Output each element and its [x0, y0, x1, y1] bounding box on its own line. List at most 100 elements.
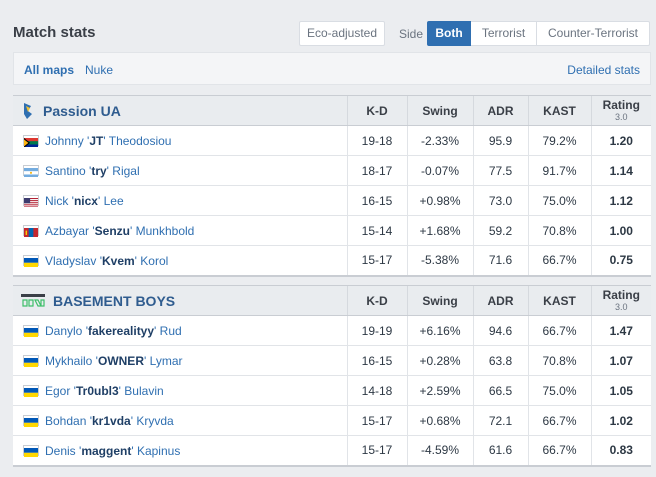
- player-row: Mykhailo 'OWNER' Lymar 16-15 +0.28% 63.8 70.…: [13, 345, 651, 376]
- kast-cell: 91.7%: [527, 155, 591, 186]
- player-name-link[interactable]: Nick 'nicx' Lee: [45, 193, 124, 208]
- kd-cell: 16-15: [346, 345, 407, 376]
- kast-cell: 70.8%: [527, 345, 591, 376]
- ua-flag-icon: [23, 445, 39, 458]
- column-header-adr: ADR: [472, 95, 528, 126]
- rating-cell: 1.14: [590, 155, 651, 186]
- rating-cell: 0.83: [590, 435, 651, 467]
- column-header-adr: ADR: [472, 285, 528, 316]
- kast-cell: 70.8%: [527, 215, 591, 246]
- rating-cell: 1.07: [590, 345, 651, 376]
- ua-flag-icon: [23, 325, 39, 338]
- all-maps-tab[interactable]: All maps: [24, 63, 75, 77]
- kd-cell: 18-17: [346, 155, 407, 186]
- swing-cell: -5.38%: [406, 245, 473, 277]
- player-cell: Azbayar 'Senzu' Munkhbold: [13, 215, 347, 246]
- ar-flag-icon: [23, 165, 39, 178]
- player-name-link[interactable]: Johnny 'JT' Theodosiou: [45, 133, 172, 148]
- swing-cell: +0.68%: [406, 405, 473, 436]
- side-label: Side: [399, 27, 424, 41]
- column-header-kd: K-D: [346, 95, 407, 126]
- rating-cell: 1.05: [590, 375, 651, 406]
- ua-flag-icon: [23, 415, 39, 428]
- player-name-link[interactable]: Bohdan 'kr1vda' Kryvda: [45, 413, 174, 428]
- swing-cell: +6.16%: [406, 315, 473, 346]
- rating-cell: 1.47: [590, 315, 651, 346]
- adr-cell: 61.6: [472, 435, 528, 467]
- detailed-stats-link[interactable]: Detailed stats: [567, 63, 640, 77]
- player-row: Azbayar 'Senzu' Munkhbold 15-14 +1.68% 59.2…: [13, 215, 651, 246]
- player-cell: Bohdan 'kr1vda' Kryvda: [13, 405, 347, 436]
- swing-cell: -4.59%: [406, 435, 473, 467]
- swing-cell: -2.33%: [406, 125, 473, 156]
- player-name-link[interactable]: Denis 'maggent' Kapinus: [45, 443, 181, 458]
- side-counter-terrorist-button[interactable]: Counter-Terrorist: [537, 21, 650, 46]
- player-row: Danylo 'fakerealityy' Rud 19-19 +6.16% 94.6…: [13, 315, 651, 346]
- column-header-rating: Rating 3.0: [590, 285, 651, 316]
- side-terrorist-button[interactable]: Terrorist: [471, 21, 537, 46]
- kd-cell: 19-19: [346, 315, 407, 346]
- column-header-kast: KAST: [527, 95, 591, 126]
- player-name-link[interactable]: Santino 'try' Rigal: [45, 163, 140, 178]
- ua-flag-icon: [23, 255, 39, 268]
- adr-cell: 94.6: [472, 315, 528, 346]
- player-row: Johnny 'JT' Theodosiou 19-18 -2.33% 95.9 79.…: [13, 125, 651, 156]
- eco-adjusted-toggle[interactable]: Eco-adjusted: [299, 21, 385, 46]
- player-name-link[interactable]: Danylo 'fakerealityy' Rud: [45, 323, 182, 338]
- za-flag-icon: [23, 135, 39, 148]
- player-name-link[interactable]: Azbayar 'Senzu' Munkhbold: [45, 223, 195, 238]
- kd-cell: 15-17: [346, 405, 407, 436]
- basement-boys-logo-icon: [21, 293, 45, 307]
- kd-cell: 16-15: [346, 185, 407, 216]
- player-cell: Vladyslav 'Kvem' Korol: [13, 245, 347, 277]
- side-both-button[interactable]: Both: [427, 21, 471, 46]
- mn-flag-icon: [23, 225, 39, 238]
- rating-cell: 1.00: [590, 215, 651, 246]
- column-header-kast: KAST: [527, 285, 591, 316]
- column-header-swing: Swing: [406, 95, 473, 126]
- adr-cell: 71.6: [472, 245, 528, 277]
- team-stats-table: BASEMENT BOYS K-D Swing ADR KAST Rating 3…: [13, 285, 651, 467]
- kast-cell: 66.7%: [527, 245, 591, 277]
- team-name[interactable]: Passion UA: [43, 102, 121, 119]
- player-cell: Santino 'try' Rigal: [13, 155, 347, 186]
- team-stats-table: Passion UA K-D Swing ADR KAST Rating 3.0 …: [13, 95, 651, 277]
- swing-cell: +0.28%: [406, 345, 473, 376]
- player-cell: Danylo 'fakerealityy' Rud: [13, 315, 347, 346]
- adr-cell: 72.1: [472, 405, 528, 436]
- team-name[interactable]: BASEMENT BOYS: [53, 292, 176, 309]
- kd-cell: 14-18: [346, 375, 407, 406]
- kast-cell: 75.0%: [527, 185, 591, 216]
- kast-cell: 66.7%: [527, 405, 591, 436]
- player-cell: Nick 'nicx' Lee: [13, 185, 347, 216]
- passion-ua-logo-icon: [24, 102, 32, 119]
- player-name-link[interactable]: Mykhailo 'OWNER' Lymar: [45, 353, 183, 368]
- kd-cell: 19-18: [346, 125, 407, 156]
- rating-cell: 1.12: [590, 185, 651, 216]
- column-header-swing: Swing: [406, 285, 473, 316]
- ua-flag-icon: [23, 355, 39, 368]
- player-row: Egor 'Tr0ubl3' Bulavin 14-18 +2.59% 66.5 75.…: [13, 375, 651, 406]
- player-row: Bohdan 'kr1vda' Kryvda 15-17 +0.68% 72.1 66.…: [13, 405, 651, 436]
- adr-cell: 73.0: [472, 185, 528, 216]
- player-name-link[interactable]: Egor 'Tr0ubl3' Bulavin: [45, 383, 164, 398]
- player-name-link[interactable]: Vladyslav 'Kvem' Korol: [45, 253, 169, 268]
- kd-cell: 15-14: [346, 215, 407, 246]
- map-selector-bar: All maps Nuke Detailed stats: [13, 52, 651, 85]
- swing-cell: +1.68%: [406, 215, 473, 246]
- kast-cell: 66.7%: [527, 435, 591, 467]
- player-cell: Egor 'Tr0ubl3' Bulavin: [13, 375, 347, 406]
- swing-cell: -0.07%: [406, 155, 473, 186]
- kast-cell: 66.7%: [527, 315, 591, 346]
- adr-cell: 66.5: [472, 375, 528, 406]
- adr-cell: 95.9: [472, 125, 528, 156]
- player-row: Santino 'try' Rigal 18-17 -0.07% 77.5 91.7% 1…: [13, 155, 651, 186]
- table-header-row: BASEMENT BOYS K-D Swing ADR KAST Rating 3…: [13, 285, 651, 316]
- adr-cell: 59.2: [472, 215, 528, 246]
- kd-cell: 15-17: [346, 435, 407, 467]
- player-row: Denis 'maggent' Kapinus 15-17 -4.59% 61.6 66…: [13, 435, 651, 467]
- kast-cell: 79.2%: [527, 125, 591, 156]
- team-header: Passion UA: [13, 95, 347, 126]
- map-tab-nuke[interactable]: Nuke: [85, 63, 114, 77]
- rating-cell: 0.75: [590, 245, 651, 277]
